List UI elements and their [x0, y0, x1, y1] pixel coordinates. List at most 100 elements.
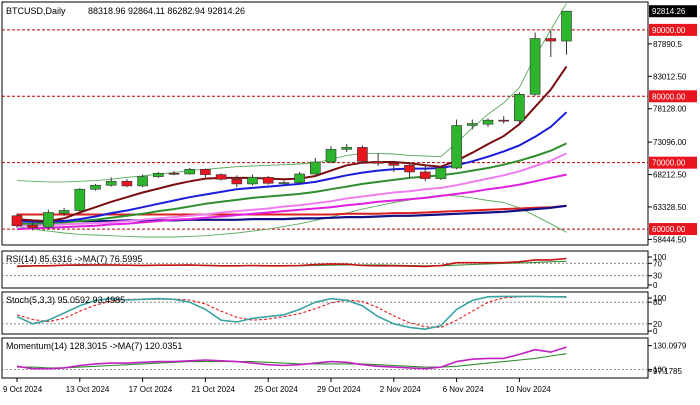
ma-pink-line [17, 152, 567, 227]
stoch-tick-label: 80 [653, 298, 662, 307]
level-label: 70000.00 [652, 159, 686, 168]
candle-body [294, 173, 305, 183]
price-tick-label: 73096.00 [653, 138, 687, 147]
band-lower-line [16, 194, 567, 238]
rsi-tick-label: 30 [653, 272, 662, 281]
candle-body [529, 38, 541, 95]
candle [561, 10, 572, 55]
candle-body [137, 176, 148, 187]
candle [262, 175, 274, 185]
candle [215, 173, 227, 181]
candle-body [325, 149, 337, 163]
rsi-tick-label: 70 [653, 259, 662, 268]
candle [137, 174, 148, 188]
candle-body [27, 224, 39, 229]
x-tick-label: 6 Nov 2024 [443, 385, 484, 394]
candle-body [184, 169, 195, 175]
level-label: 90000.00 [652, 26, 686, 35]
candle-body [262, 176, 274, 184]
ma-magenta-line [16, 173, 567, 231]
level-label-box [649, 223, 697, 236]
candle [247, 174, 258, 186]
rsi-tick-label: 0 [653, 281, 658, 290]
x-tick-label: 13 Oct 2024 [66, 385, 110, 394]
level-label-box [649, 90, 697, 103]
candle-body [215, 174, 227, 180]
rsi-tick-label: 100 [653, 253, 667, 262]
price-tick-label: 78128.00 [653, 105, 687, 114]
momentum-tick-label: 100 [653, 365, 667, 374]
current-price-label: 92814.26 [652, 7, 686, 16]
x-tick-label: 29 Oct 2024 [317, 385, 361, 394]
main-panel-frame [1, 1, 649, 246]
candle-body [153, 172, 164, 177]
candle [153, 171, 164, 178]
candle [466, 119, 478, 130]
candle [309, 158, 321, 175]
candle-body [247, 176, 258, 185]
candle-body [309, 161, 321, 175]
candle-body [419, 171, 431, 179]
candle-body [388, 163, 400, 166]
candle-body [168, 172, 180, 175]
candle [90, 183, 101, 191]
x-tick-label: 25 Oct 2024 [254, 385, 298, 394]
rsi-main-line [16, 257, 567, 268]
ma-green-line [17, 142, 567, 225]
candle [545, 30, 557, 58]
candle-body [451, 125, 462, 169]
chart-symbol: BTCUSD,Daily [6, 6, 66, 16]
stoch-signal-line [16, 295, 567, 328]
candle-body [105, 180, 117, 186]
candle-body [357, 147, 368, 162]
candle-body [498, 119, 510, 122]
candle [105, 177, 117, 187]
candle [74, 187, 86, 212]
momentum-signal-line [17, 353, 567, 369]
level-label-box [649, 23, 697, 36]
candle-body [231, 178, 243, 185]
candle [231, 175, 243, 188]
candle-body [561, 10, 572, 42]
stoch-tick-label: 20 [653, 320, 662, 329]
x-tick-label: 10 Nov 2024 [505, 385, 551, 394]
x-tick-label: 9 Oct 2024 [3, 385, 43, 394]
ma-fast-line [16, 65, 568, 223]
candle-body [372, 161, 384, 164]
candle-body [466, 123, 478, 126]
momentum-tick-label: 97.1785 [653, 367, 682, 376]
candle [357, 145, 368, 164]
candle [498, 116, 510, 124]
chart-ohlc: 88318.96 92864.11 86282.94 92814.26 [88, 6, 245, 16]
momentum-label: Momentum(14) 128.3015 ->MA(7) 120.0351 [6, 341, 182, 351]
stoch-tick-label: 0 [653, 327, 658, 336]
candle-body [435, 167, 447, 179]
candle [372, 153, 384, 166]
x-tick-label: 21 Oct 2024 [191, 385, 235, 394]
rsi-label: RSI(14) 85.6316 ->MA(7) 76.5995 [6, 254, 142, 264]
candle [278, 180, 290, 186]
candle [43, 209, 54, 230]
ma-navy-line [17, 204, 567, 223]
candle [184, 167, 195, 175]
stoch-main-line [16, 295, 567, 331]
candle [514, 92, 525, 123]
x-tick-label: 17 Oct 2024 [129, 385, 173, 394]
current-price-box [649, 5, 697, 18]
stoch-tick-label: 100 [653, 294, 667, 303]
price-tick-label: 83012.50 [653, 72, 687, 81]
x-tick-label: 2 Nov 2024 [380, 385, 421, 394]
candle [325, 146, 337, 164]
candle [529, 32, 541, 96]
price-tick-label: 68212.50 [653, 171, 687, 180]
candle-body [11, 215, 23, 227]
candle [419, 165, 431, 182]
candle [435, 165, 447, 180]
price-tick-label: 63328.50 [653, 203, 687, 212]
candle [341, 144, 353, 153]
candle [404, 163, 415, 178]
candle-body [200, 169, 211, 175]
candle-body [341, 147, 353, 150]
